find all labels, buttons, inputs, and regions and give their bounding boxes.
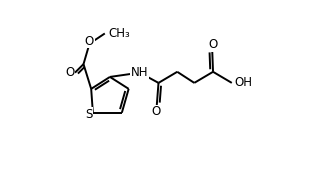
Text: NH: NH [131, 66, 148, 79]
Text: CH₃: CH₃ [108, 27, 130, 40]
Text: O: O [85, 35, 94, 48]
Text: O: O [65, 66, 74, 79]
Text: O: O [151, 105, 161, 118]
Text: S: S [86, 108, 93, 121]
Text: OH: OH [235, 76, 253, 89]
Text: O: O [208, 38, 218, 51]
